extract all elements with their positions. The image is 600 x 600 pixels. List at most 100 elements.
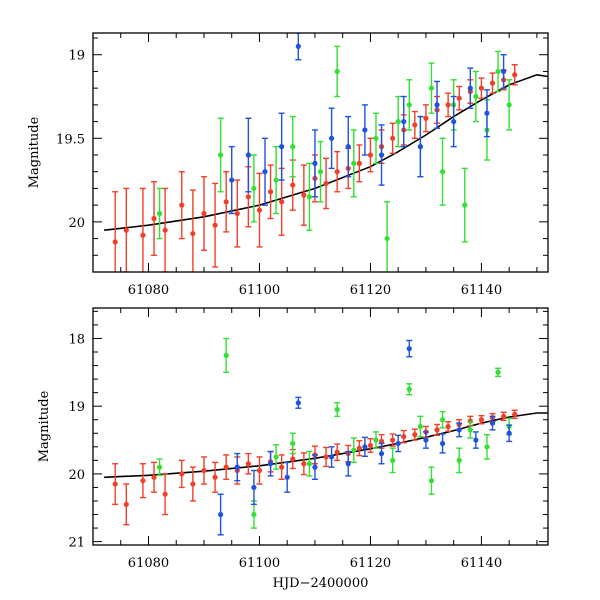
bottom-green-point <box>306 450 313 477</box>
top-x-axis: 61080 61100 61120 61140 <box>92 33 538 298</box>
top-blue-point <box>361 104 368 156</box>
top-red-point <box>151 181 158 256</box>
top-green-point <box>506 79 513 131</box>
bottom-green-point <box>428 466 435 495</box>
bottom-x-tick-label: 61080 <box>128 556 169 571</box>
bottom-red-point <box>212 461 219 493</box>
top-red-point <box>112 191 119 272</box>
bottom-red-point <box>178 459 185 489</box>
bottom-blue-point <box>489 415 496 431</box>
bottom-green-point <box>156 458 163 476</box>
top-red-point <box>356 144 363 183</box>
top-red-point <box>422 104 429 133</box>
top-blue-point <box>245 117 252 193</box>
bottom-blue-point <box>406 339 413 358</box>
bottom-y-tick-label: 21 <box>68 536 85 551</box>
bottom-green-point <box>334 402 341 418</box>
top-red-point <box>389 122 396 155</box>
top-red-point <box>256 172 263 248</box>
bottom-blue-point <box>267 450 274 477</box>
top-blue-point <box>295 33 302 61</box>
top-red-point <box>367 137 374 173</box>
bottom-green-point <box>417 415 424 438</box>
top-blue-point <box>467 67 474 109</box>
bottom-y-tick-label: 20 <box>68 468 85 483</box>
top-blue-point <box>378 124 385 186</box>
bottom-blue-point <box>439 433 446 454</box>
top-green-point <box>428 62 435 114</box>
bottom-red-point <box>189 466 196 502</box>
top-blue-point <box>500 54 507 89</box>
top-blue-point <box>328 107 335 170</box>
bottom-blue-point <box>378 442 385 465</box>
bottom-red-point <box>334 443 341 462</box>
top-x-tick-label: 61100 <box>239 283 280 298</box>
top-blue-point <box>345 115 352 178</box>
top-green-point <box>472 70 479 123</box>
bottom-y-axis-label: Magnitude <box>37 390 52 462</box>
bottom-blue-point <box>361 436 368 457</box>
top-red-point <box>123 187 130 272</box>
top-red-point <box>267 164 274 220</box>
bottom-blue-point <box>345 450 352 477</box>
top-y-tick-label: 20 <box>68 216 85 231</box>
top-red-point <box>411 110 418 139</box>
top-red-point <box>234 179 241 248</box>
bottom-green-point <box>456 447 463 474</box>
bottom-red-point <box>123 483 130 526</box>
top-green-point <box>217 117 224 193</box>
bottom-green-point <box>439 410 446 429</box>
top-blue-point <box>434 80 441 129</box>
bottom-y-tick-label: 18 <box>68 332 85 347</box>
bottom-x-tick-label: 61140 <box>461 556 502 571</box>
bottom-red-point <box>411 428 418 441</box>
top-blue-point <box>417 115 424 178</box>
bottom-red-point <box>323 446 330 468</box>
bottom-green-point <box>483 433 490 460</box>
bottom-green-point <box>389 447 396 474</box>
bottom-blue-point <box>295 396 302 409</box>
top-red-point <box>478 77 485 99</box>
bottom-red-point <box>434 423 441 437</box>
top-red-point <box>456 85 463 111</box>
bottom-blue-point <box>395 434 402 453</box>
top-blue-point <box>262 137 269 206</box>
top-red-point <box>445 92 452 118</box>
bottom-red-point <box>478 414 485 425</box>
bottom-blue-point <box>506 424 513 443</box>
top-green-point <box>406 79 413 131</box>
top-red-point <box>334 150 341 193</box>
top-red-point <box>289 159 296 211</box>
bottom-x-axis-label: HJD−2400000 <box>273 576 369 591</box>
top-green-point <box>306 162 313 231</box>
bottom-red-point <box>112 463 119 506</box>
bottom-blue-point <box>456 422 463 438</box>
top-x-tick-label: 61080 <box>128 283 169 298</box>
top-frame <box>92 32 549 273</box>
bottom-x-tick-label: 61100 <box>239 556 280 571</box>
bottom-red-point <box>500 411 507 422</box>
top-red-point <box>139 187 146 272</box>
bottom-red-point <box>400 429 407 444</box>
bottom-red-point <box>139 463 146 499</box>
top-green-point <box>461 167 468 243</box>
bottom-blue-point <box>422 431 429 449</box>
bottom-red-point <box>367 437 374 453</box>
bottom-red-point <box>389 433 396 447</box>
top-green-point <box>350 129 357 198</box>
bottom-green-point <box>406 383 413 396</box>
bottom-red-point <box>445 421 452 432</box>
bottom-blue-point <box>328 446 335 468</box>
top-red-point <box>200 176 207 251</box>
bottom-green-point <box>289 432 296 455</box>
bottom-blue-point <box>217 493 224 536</box>
top-red-point <box>223 171 230 233</box>
bottom-red-point <box>200 456 207 485</box>
bottom-x-tick-label: 61120 <box>350 556 391 571</box>
top-red-point <box>189 189 196 272</box>
top-blue-point <box>450 95 457 148</box>
top-blue-point <box>400 95 407 148</box>
top-blue-point <box>311 129 318 198</box>
top-green-point <box>289 115 296 178</box>
bottom-green-point <box>223 337 230 374</box>
